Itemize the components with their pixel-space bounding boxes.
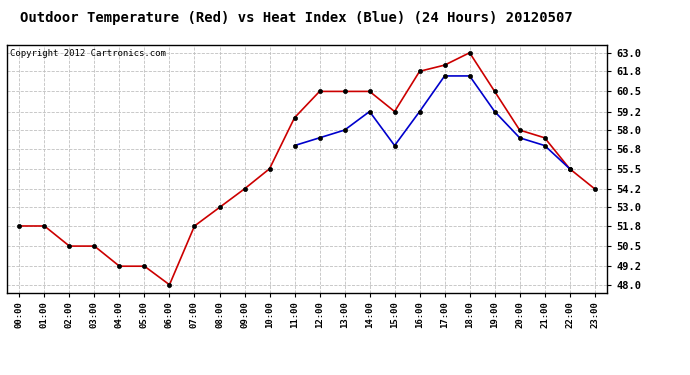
Text: Outdoor Temperature (Red) vs Heat Index (Blue) (24 Hours) 20120507: Outdoor Temperature (Red) vs Heat Index … <box>20 11 573 25</box>
Text: Copyright 2012 Cartronics.com: Copyright 2012 Cartronics.com <box>10 49 166 58</box>
